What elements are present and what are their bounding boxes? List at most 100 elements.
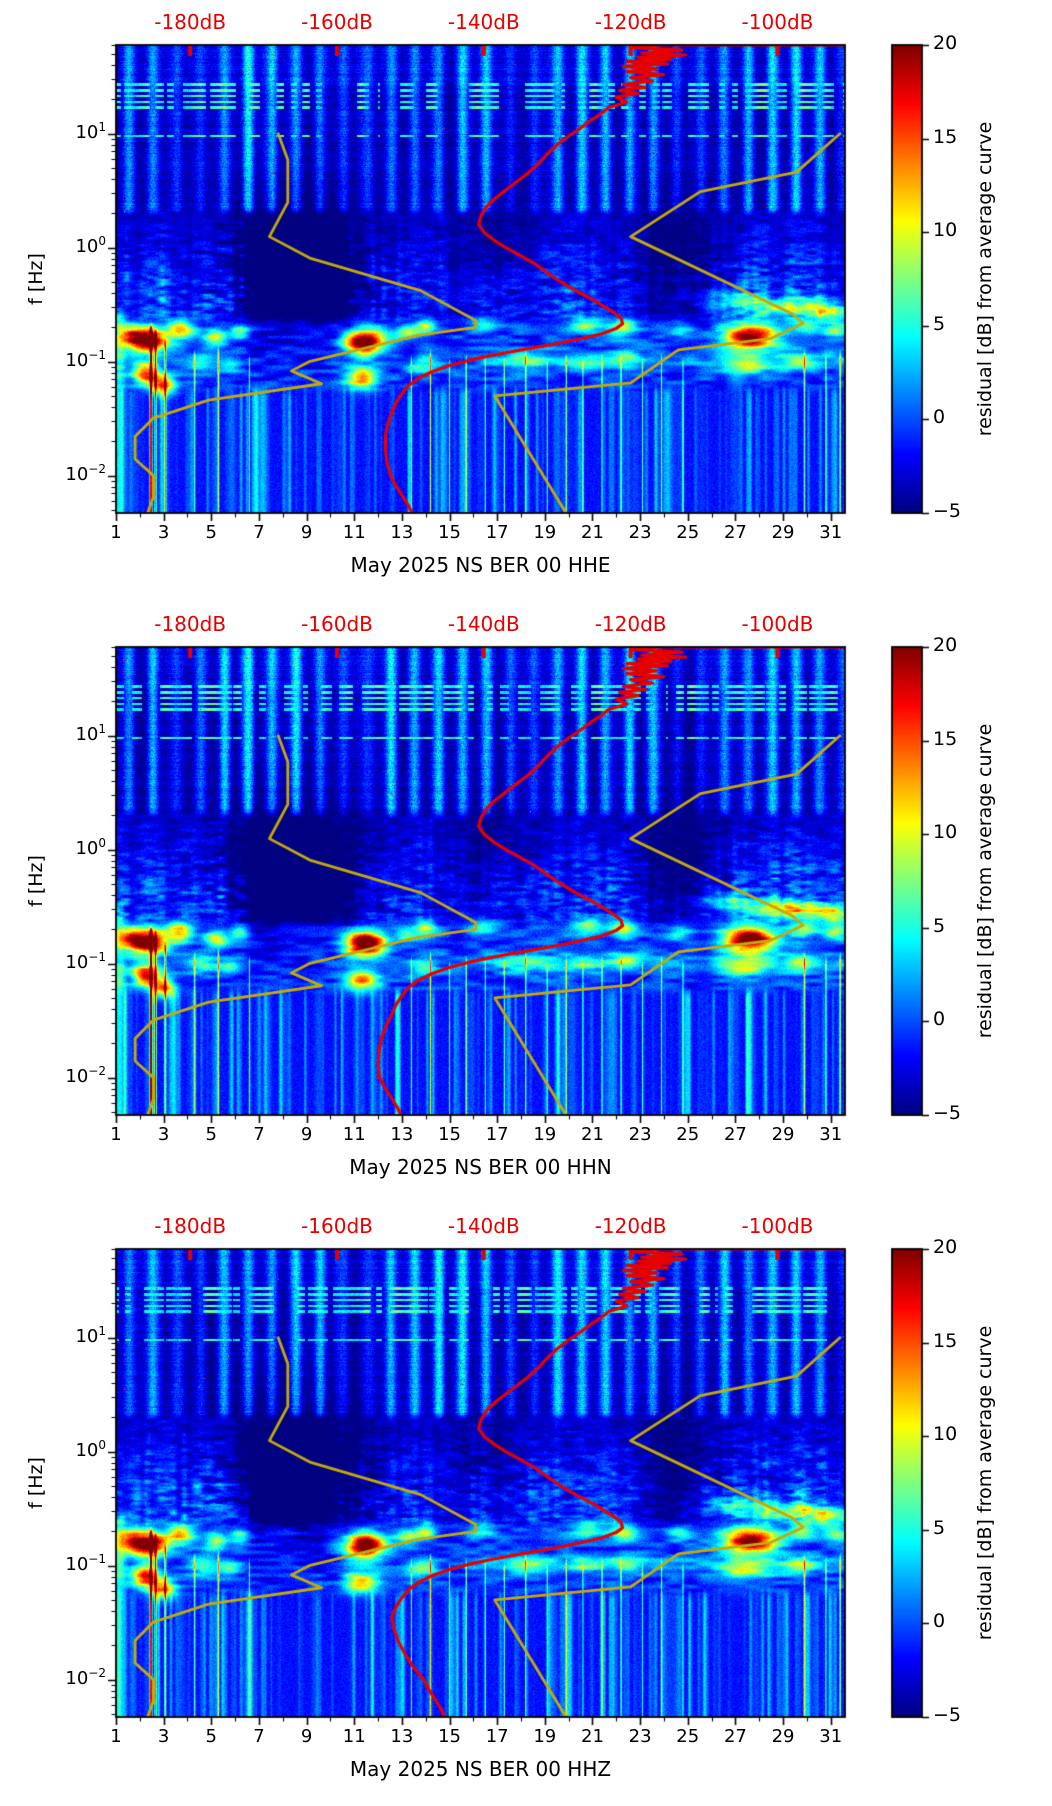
y-tick-label: 100 bbox=[46, 1437, 106, 1461]
x-tick-label: 23 bbox=[628, 1124, 652, 1145]
x-tick-label: 21 bbox=[581, 1726, 604, 1747]
x-tick-label: 29 bbox=[771, 1124, 795, 1145]
y-tick-label: 10−1 bbox=[46, 949, 106, 973]
top-db-label: -160dB bbox=[301, 612, 373, 636]
x-tick-label: 19 bbox=[533, 522, 557, 543]
x-tick-label: 27 bbox=[723, 1726, 747, 1747]
colorbar-tick-label: −5 bbox=[933, 1704, 962, 1726]
y-tick-exponent: −2 bbox=[88, 461, 106, 476]
spectrogram-canvas-hhz bbox=[0, 1204, 1052, 1806]
spectrogram-canvas-hhe bbox=[0, 0, 1052, 602]
y-tick-exponent: −1 bbox=[88, 1551, 106, 1566]
colorbar-label: residual [dB] from average curve bbox=[974, 121, 997, 437]
top-db-label: -160dB bbox=[301, 1214, 373, 1238]
y-tick-base: 10 bbox=[65, 951, 89, 973]
x-tick-label: 19 bbox=[533, 1726, 557, 1747]
colorbar-tick-label: 0 bbox=[933, 1008, 946, 1031]
y-tick-label: 10−1 bbox=[46, 1551, 106, 1575]
y-tick-label: 10−2 bbox=[46, 1063, 106, 1087]
x-tick-label: 9 bbox=[300, 522, 313, 543]
x-tick-label: 25 bbox=[676, 1726, 700, 1747]
x-axis-label: May 2025 NS BER 00 HHE bbox=[350, 553, 611, 577]
y-tick-base: 10 bbox=[75, 121, 99, 143]
x-tick-label: 31 bbox=[819, 522, 843, 543]
x-tick-label: 9 bbox=[300, 1726, 313, 1747]
x-tick-label: 25 bbox=[676, 522, 700, 543]
y-tick-label: 10−1 bbox=[46, 347, 106, 371]
x-tick-label: 17 bbox=[485, 1124, 509, 1145]
y-tick-exponent: 1 bbox=[98, 1323, 106, 1338]
spectrogram-panel-hhe: -180dB -160dB -140dB -120dB -100dB 1 3 5 7 9 11 13 1… bbox=[0, 0, 1052, 602]
y-axis-label: f [Hz] bbox=[25, 253, 48, 305]
y-tick-exponent: −2 bbox=[88, 1063, 106, 1078]
spectrogram-panel-hhn: -180dB -160dB -140dB -120dB -100dB 1 3 5 7 9 11 13 1… bbox=[0, 602, 1052, 1204]
top-db-label: -160dB bbox=[301, 10, 373, 34]
spectrogram-panel-hhz: -180dB -160dB -140dB -120dB -100dB 1 3 5 7 9 11 13 1… bbox=[0, 1204, 1052, 1806]
colorbar-label: residual [dB] from average curve bbox=[974, 1325, 997, 1641]
y-tick-base: 10 bbox=[65, 1553, 89, 1575]
x-tick-label: 7 bbox=[253, 1726, 265, 1747]
colorbar-tick-label: 15 bbox=[933, 727, 958, 750]
x-tick-label: 15 bbox=[438, 1726, 461, 1747]
colorbar-label: residual [dB] from average curve bbox=[974, 723, 997, 1039]
y-tick-exponent: −1 bbox=[88, 949, 106, 964]
y-tick-base: 10 bbox=[65, 463, 89, 485]
x-tick-label: 7 bbox=[253, 522, 265, 543]
top-db-label: -120dB bbox=[594, 612, 667, 636]
x-tick-label: 5 bbox=[205, 1726, 218, 1747]
x-tick-label: 17 bbox=[485, 522, 509, 543]
x-tick-label: 13 bbox=[390, 1124, 414, 1145]
y-axis-label: f [Hz] bbox=[25, 855, 48, 907]
y-tick-exponent: 0 bbox=[98, 835, 106, 850]
colorbar-tick-label: 15 bbox=[933, 125, 958, 148]
x-tick-label: 29 bbox=[771, 522, 795, 543]
y-axis-label: f [Hz] bbox=[25, 1457, 48, 1509]
top-db-label: -140dB bbox=[447, 10, 520, 34]
x-tick-label: 25 bbox=[676, 1124, 700, 1145]
x-tick-label: 21 bbox=[581, 522, 604, 543]
y-tick-base: 10 bbox=[75, 723, 99, 745]
x-tick-label: 23 bbox=[628, 1726, 652, 1747]
colorbar-tick-label: 20 bbox=[933, 634, 958, 656]
x-axis-label: May 2025 NS BER 00 HHN bbox=[349, 1155, 612, 1179]
colorbar-tick-label: 10 bbox=[933, 1423, 958, 1446]
x-tick-label: 9 bbox=[300, 1124, 313, 1145]
y-tick-base: 10 bbox=[75, 1325, 99, 1347]
y-tick-label: 101 bbox=[46, 721, 106, 745]
top-db-label: -180dB bbox=[154, 10, 227, 34]
x-tick-label: 5 bbox=[205, 1124, 218, 1145]
x-tick-label: 11 bbox=[342, 522, 366, 543]
y-tick-exponent: −2 bbox=[88, 1665, 106, 1680]
y-tick-label: 101 bbox=[46, 1323, 106, 1347]
y-tick-base: 10 bbox=[65, 349, 89, 371]
y-tick-exponent: 1 bbox=[98, 721, 106, 736]
top-db-label: -100dB bbox=[741, 10, 814, 34]
y-tick-exponent: 1 bbox=[98, 119, 106, 134]
x-tick-label: 13 bbox=[390, 1726, 414, 1747]
top-db-label: -180dB bbox=[154, 612, 227, 636]
y-tick-exponent: −1 bbox=[88, 347, 106, 362]
x-tick-label: 5 bbox=[205, 522, 218, 543]
top-db-label: -100dB bbox=[741, 1214, 814, 1238]
top-db-label: -120dB bbox=[594, 1214, 667, 1238]
colorbar-tick-label: 5 bbox=[933, 914, 946, 937]
colorbar-tick-label: −5 bbox=[933, 500, 962, 522]
x-axis-label: May 2025 NS BER 00 HHZ bbox=[349, 1757, 612, 1781]
x-tick-label: 7 bbox=[253, 1124, 265, 1145]
colorbar-tick-label: 15 bbox=[933, 1329, 958, 1352]
y-tick-base: 10 bbox=[65, 1065, 89, 1087]
x-tick-label: 3 bbox=[157, 1124, 170, 1145]
colorbar-tick-label: 5 bbox=[933, 1516, 946, 1539]
x-tick-label: 31 bbox=[819, 1124, 843, 1145]
y-tick-label: 100 bbox=[46, 835, 106, 859]
spectrogram-canvas-hhn bbox=[0, 602, 1052, 1204]
colorbar-tick-label: −5 bbox=[933, 1102, 962, 1124]
colorbar-tick-label: 0 bbox=[933, 406, 946, 429]
y-tick-base: 10 bbox=[75, 1439, 99, 1461]
x-tick-label: 1 bbox=[110, 1124, 122, 1145]
top-db-label: -140dB bbox=[447, 1214, 520, 1238]
y-tick-exponent: 0 bbox=[98, 1437, 106, 1452]
top-db-label: -120dB bbox=[594, 10, 667, 34]
colorbar-tick-label: 10 bbox=[933, 219, 958, 242]
x-tick-label: 27 bbox=[723, 522, 747, 543]
